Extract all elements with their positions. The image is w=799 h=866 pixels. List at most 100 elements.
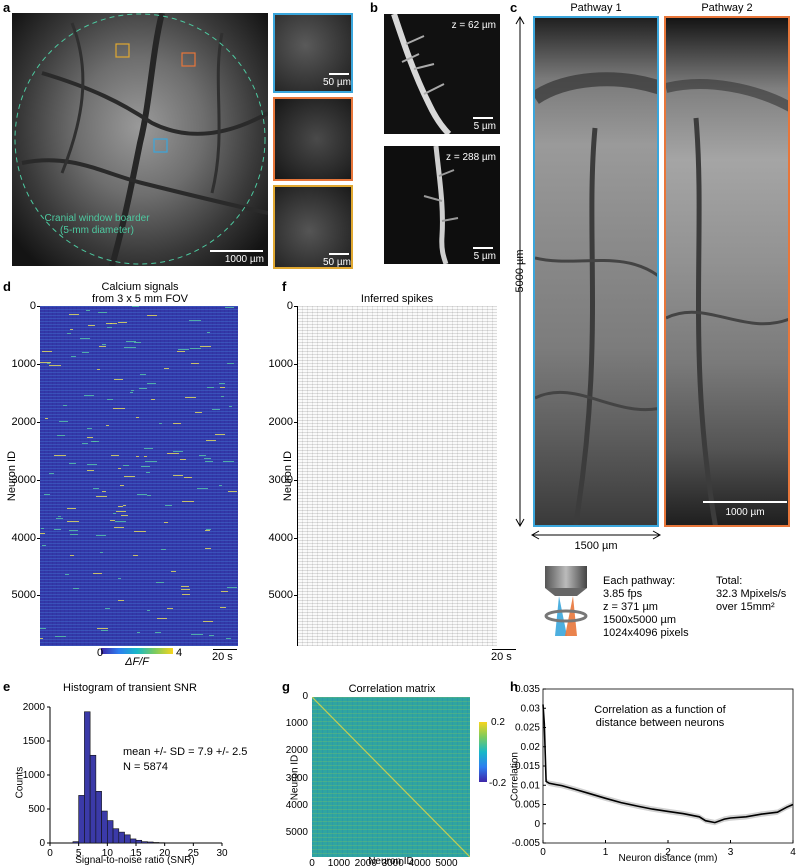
pathway-1-label: Pathway 1 [570,2,622,14]
total-title: Total: [716,575,743,587]
scale-label: 1000 µm [224,254,264,265]
pathway-1-image [533,16,659,527]
histogram-bar [84,711,91,844]
d-ytick [37,363,40,365]
spike-raster [297,306,497,646]
e-xlabel: Signal-to-noise ratio (SNR) [75,855,195,866]
panel-label-e: e [3,679,11,694]
d-ytick [37,421,40,423]
scale-label: 5 µm [473,121,496,132]
f-ytick-label: 1000 [268,357,293,370]
d-title-2: from 3 x 5 mm FOV [92,293,188,305]
correlation-distance-plot: 0 1 2 3 40.0350.030.0250.020.0150.010.0050-0… [512,684,797,858]
total-area: over 15mm² [716,601,775,613]
histogram-bar [72,841,79,844]
histogram-bar [101,810,108,844]
e-xtick-label: 0 [47,848,53,859]
d-ytick [37,595,40,597]
h-ytick-label: 0.01 [521,780,541,791]
h-xtick-label: 1 [603,847,609,858]
g-xtick-label: 3000 [381,858,404,866]
g-ytick-label: 1000 [285,718,308,730]
g-xtick-label: 5000 [435,858,458,866]
e-annotation-1: mean +/- SD = 7.9 +/- 2.5 [123,746,248,758]
g-ytick-label: 3000 [285,772,308,784]
scale-bar [473,247,493,249]
h-ytick-label: 0.035 [515,684,540,695]
f-time-label: 20 s [491,651,512,663]
e-ylabel: Counts [14,766,26,799]
f-ytick-label: 5000 [268,589,293,602]
e-xtick-label: 20 [159,848,171,859]
g-ytick-label: 5000 [285,827,308,839]
g-ylabel: Neuron ID [289,754,301,801]
inset-yellow: 50 µm [273,185,353,269]
d-ytick [37,537,40,539]
f-ytick [294,363,297,365]
pathway-2-label: Pathway 2 [701,2,753,14]
h-ytick-label: 0.015 [515,761,540,772]
f-ytick-label: 4000 [268,531,293,544]
h-ylabel: Correlation [509,752,521,801]
each-pathway-title: Each pathway: [603,575,676,587]
d-title-1: Calcium signals [101,281,179,293]
pathway-2-image: 1000 µm [664,16,790,527]
e-xtick-label: 30 [216,848,228,859]
window-label-1: Cranial window boarder [44,213,150,224]
f-ytick [294,479,297,481]
dendrite-image-1: z = 62 µm 5 µm [384,14,500,134]
width-label: 1500 µm [574,540,618,552]
g-xtick-label: 0 [309,858,315,866]
inset-scale-label: 50 µm [323,77,351,88]
h-subtitle: distance between neurons [595,717,725,729]
width-arrow [530,530,662,540]
panel-label-b: b [370,0,378,15]
histogram-bar [78,795,85,844]
d-ytick [37,306,40,307]
g-xtick-label: 1000 [327,858,351,866]
panel-label-f: f [282,279,287,294]
panel-label-a: a [3,0,11,15]
histogram-bar [147,841,154,844]
f-time-bar [492,649,516,650]
h-xtick-label: 3 [728,847,734,858]
f-ytick-label: 3000 [268,473,293,486]
histogram-bar [118,831,125,844]
snr-histogram: 0 5 10 15 20 25 30 0 500 1000 1500 2000 [23,702,228,859]
d-cbar-label: ΔF/F [125,656,149,668]
histogram-bar [112,828,120,844]
d-ytick-label: 1000 [11,357,36,370]
f-ylabel: Neuron ID [282,450,294,502]
z-label-2: z = 288 µm [446,152,496,163]
scale-label: 1000 µm [725,507,765,518]
d-cbar-min: 0 [96,647,104,659]
histogram-bar [95,791,102,844]
h-axes-box [542,688,794,844]
dendrite-image-2: z = 288 µm 5 µm [384,146,500,264]
h-ytick-label: 0.03 [521,703,541,714]
scale-bar [703,501,787,503]
d-time-bar [213,649,237,650]
e-ytick-label: 0 [39,838,45,849]
h-ytick-label: 0.02 [521,742,541,753]
e-title: Histogram of transient SNR [63,682,197,694]
f-ytick [294,306,297,307]
g-xtick-label: 4000 [408,858,431,866]
h-xtick-label: 4 [790,847,796,858]
objective-icon [544,566,588,636]
inset-scale-label: 50 µm [323,257,351,268]
d-ytick-label: 3000 [11,473,36,486]
each-pixels: 1024x4096 pixels [603,627,689,639]
window-label-2: (5-mm diameter) [60,225,134,236]
inset-box-orange [181,52,196,67]
d-ytick [37,479,40,481]
g-ytick-label: 0 [302,691,308,702]
histogram-bar [89,754,97,844]
d-ytick-label: 2000 [11,415,36,428]
histogram-bar [129,838,137,844]
correlation-line [542,704,794,824]
histogram-bar [107,820,114,844]
h-xlabel: Neuron distance (mm) [618,853,718,864]
h-xtick-label: 2 [665,847,671,858]
